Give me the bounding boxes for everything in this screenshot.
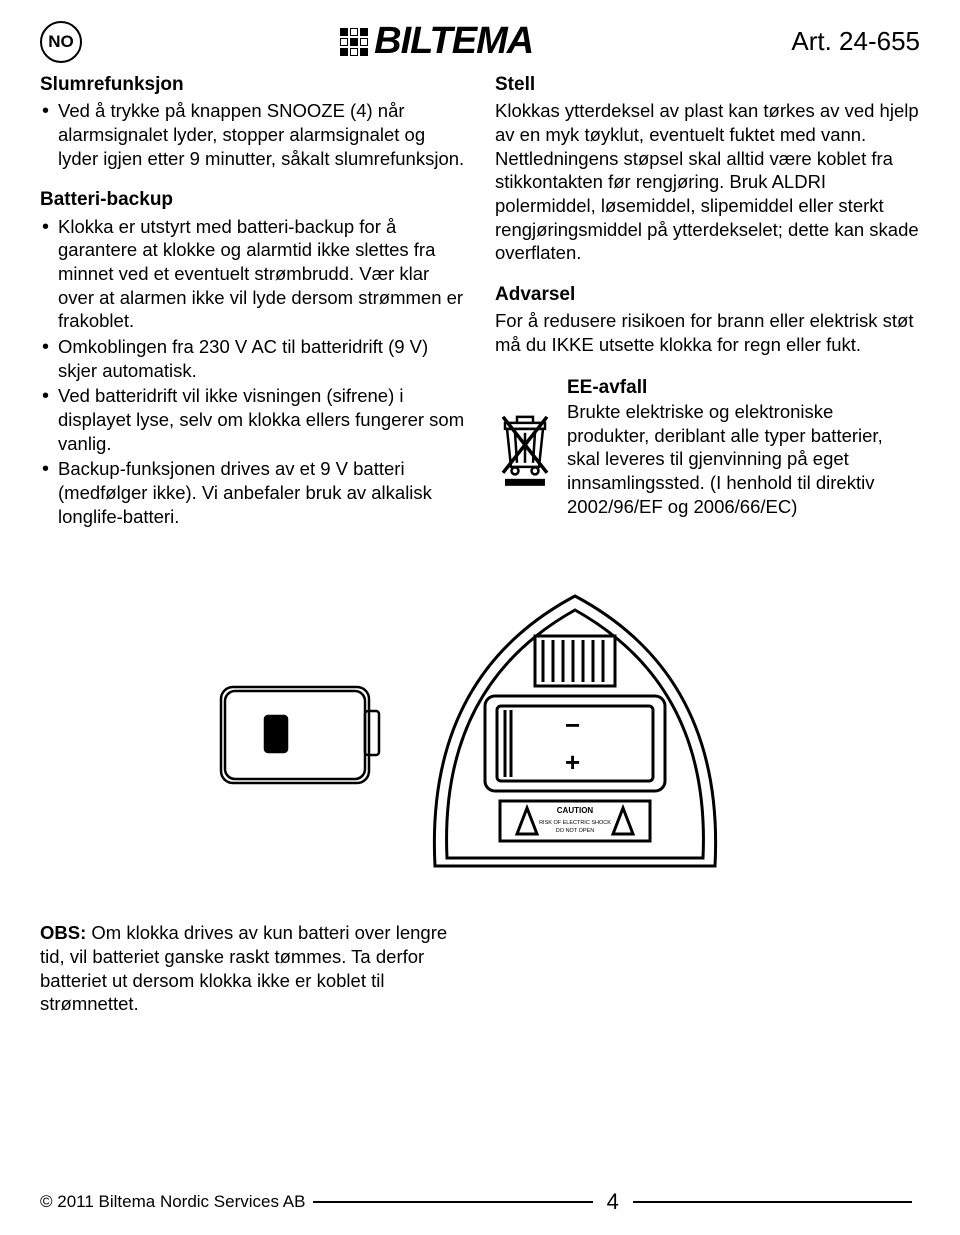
left-column: Slumrefunksjon Ved å trykke på knappen S…: [40, 73, 465, 546]
list-item: Omkoblingen fra 230 V AC til batteridrif…: [40, 335, 465, 382]
right-column: Stell Klokkas ytterdeksel av plast kan t…: [495, 73, 920, 546]
bullet-list: Ved å trykke på knappen SNOOZE (4) når a…: [40, 99, 465, 170]
article-number: Art. 24-655: [791, 26, 920, 57]
section-title: Batteri-backup: [40, 188, 465, 212]
section-batteri: Batteri-backup Klokka er utstyrt med bat…: [40, 188, 465, 528]
svg-text:+: +: [565, 747, 580, 777]
section-title: Slumrefunksjon: [40, 73, 465, 97]
obs-label: OBS:: [40, 922, 86, 943]
page-number: 4: [601, 1189, 625, 1215]
weee-bin-icon: [495, 375, 555, 519]
battery-diagram: [215, 661, 385, 811]
page-footer: © 2011 Biltema Nordic Services AB 4: [40, 1189, 920, 1215]
svg-text:CAUTION: CAUTION: [557, 806, 594, 815]
weee-text: EE-avfall Brukte elektriske og elektroni…: [567, 375, 920, 519]
footer-rule: [313, 1201, 592, 1203]
section-stell: Stell Klokkas ytterdeksel av plast kan t…: [495, 73, 920, 265]
footer-rule: [633, 1201, 912, 1203]
section-advarsel: Advarsel For å redusere risikoen for bra…: [495, 283, 920, 357]
language-badge: NO: [40, 21, 82, 63]
section-body: Klokkas ytterdeksel av plast kan tørkes …: [495, 99, 920, 265]
weee-body: Brukte elektriske og elektroniske produk…: [567, 401, 883, 517]
svg-text:DO NOT OPEN: DO NOT OPEN: [556, 828, 594, 834]
list-item: Ved å trykke på knappen SNOOZE (4) når a…: [40, 99, 465, 170]
section-title: Stell: [495, 73, 920, 97]
section-body: For å redusere risikoen for brann eller …: [495, 309, 920, 356]
weee-block: EE-avfall Brukte elektriske og elektroni…: [495, 375, 920, 519]
logo-text: BILTEMA: [374, 20, 533, 63]
brand-logo: BILTEMA: [340, 20, 533, 63]
list-item: Backup-funksjonen drives av et 9 V batte…: [40, 457, 465, 528]
obs-body: Om klokka drives av kun batteri over len…: [40, 922, 447, 1014]
section-slumre: Slumrefunksjon Ved å trykke på knappen S…: [40, 73, 465, 170]
copyright: © 2011 Biltema Nordic Services AB: [40, 1192, 305, 1212]
product-diagram: − + CAUTION RISK OF ELECTRIC SHOCK DO NO…: [40, 576, 920, 896]
obs-note: OBS: Om klokka drives av kun batteri ove…: [40, 921, 470, 1016]
page-header: NO BILTEMA Art. 24-655: [40, 20, 920, 63]
svg-text:RISK OF ELECTRIC SHOCK: RISK OF ELECTRIC SHOCK: [539, 820, 611, 826]
list-item: Klokka er utstyrt med batteri-backup for…: [40, 215, 465, 333]
svg-text:−: −: [565, 710, 580, 740]
logo-checker-icon: [340, 28, 368, 56]
list-item: Ved batteridrift vil ikke visningen (sif…: [40, 384, 465, 455]
weee-title: EE-avfall: [567, 377, 647, 398]
bullet-list: Klokka er utstyrt med batteri-backup for…: [40, 215, 465, 529]
clock-underside-diagram: − + CAUTION RISK OF ELECTRIC SHOCK DO NO…: [405, 576, 745, 896]
content-columns: Slumrefunksjon Ved å trykke på knappen S…: [40, 73, 920, 546]
section-title: Advarsel: [495, 283, 920, 307]
